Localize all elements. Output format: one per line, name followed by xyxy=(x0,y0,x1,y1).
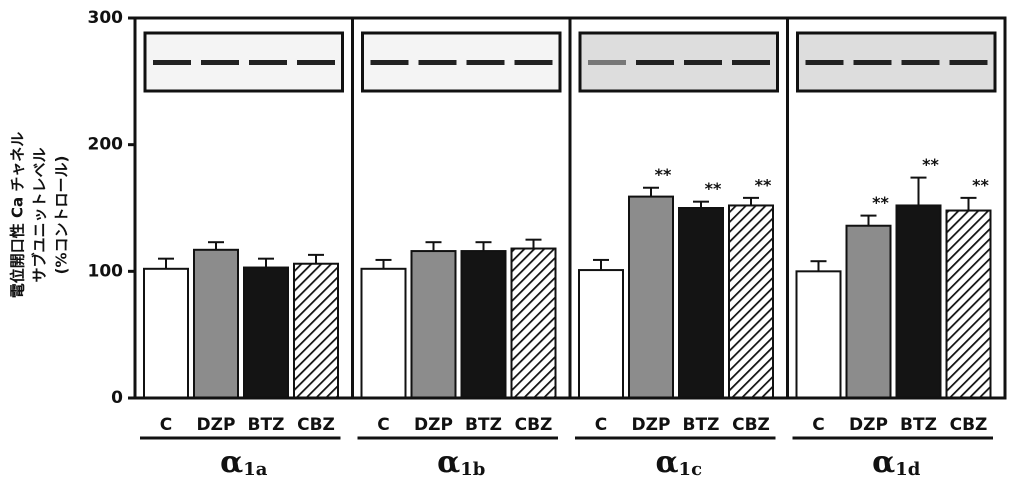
group-symbol: α xyxy=(437,445,460,480)
group-subscript: 1a xyxy=(243,459,268,480)
significance-label: ** xyxy=(872,193,889,212)
bar xyxy=(897,205,941,398)
bar xyxy=(412,251,456,398)
x-tick-label: CBZ xyxy=(297,415,335,435)
group-label: α1a xyxy=(220,445,268,480)
significance-label: ** xyxy=(972,175,989,194)
group-label: α1d xyxy=(872,445,921,480)
blot-band xyxy=(515,60,553,65)
blot-band xyxy=(153,60,191,65)
x-tick-label: C xyxy=(160,415,172,435)
x-tick-label: BTZ xyxy=(248,415,285,435)
blot-band xyxy=(684,60,722,65)
bar xyxy=(194,250,238,398)
x-tick-label: C xyxy=(377,415,389,435)
blot-band xyxy=(297,60,335,65)
blot-band xyxy=(201,60,239,65)
y-tick-label: 200 xyxy=(88,135,124,155)
significance-label: ** xyxy=(922,155,939,174)
x-tick-label: DZP xyxy=(849,415,888,435)
significance-label: ** xyxy=(705,179,722,198)
bar xyxy=(294,264,338,398)
bar xyxy=(797,271,841,398)
x-tick-label: BTZ xyxy=(683,415,720,435)
blot-band xyxy=(950,60,988,65)
bar xyxy=(144,269,188,398)
x-tick-label: DZP xyxy=(632,415,671,435)
bar xyxy=(462,251,506,398)
group-symbol: α xyxy=(655,445,678,480)
x-tick-label: C xyxy=(595,415,607,435)
significance-label: ** xyxy=(755,175,772,194)
bar xyxy=(679,208,723,398)
bar xyxy=(847,226,891,398)
bar xyxy=(629,197,673,398)
x-tick-label: CBZ xyxy=(515,415,553,435)
blot-band xyxy=(902,60,940,65)
x-tick-label: CBZ xyxy=(732,415,770,435)
x-tick-label: DZP xyxy=(414,415,453,435)
x-tick-label: DZP xyxy=(197,415,236,435)
bar xyxy=(579,270,623,398)
bar xyxy=(244,268,288,398)
y-axis-label: 電位開口性 Ca チャネル サブユニットレベル (%コントロール) xyxy=(9,132,71,298)
x-tick-label: C xyxy=(812,415,824,435)
blot-band xyxy=(636,60,674,65)
blot-band xyxy=(588,60,626,65)
blot-band xyxy=(854,60,892,65)
x-tick-label: BTZ xyxy=(900,415,937,435)
blot-band xyxy=(249,60,287,65)
group-subscript: 1c xyxy=(679,459,703,480)
group-subscript: 1b xyxy=(460,459,485,480)
y-tick-label: 100 xyxy=(88,261,124,281)
group-symbol: α xyxy=(872,445,895,480)
blot-band xyxy=(467,60,505,65)
x-tick-label: BTZ xyxy=(465,415,502,435)
blot-band xyxy=(732,60,770,65)
chart: 電位開口性 Ca チャネル サブユニットレベル (%コントロール) 0 100 20… xyxy=(0,0,1011,483)
bar xyxy=(512,249,556,398)
group-label: α1c xyxy=(655,445,702,480)
blot-band xyxy=(371,60,409,65)
y-label-line: (%コントロール) xyxy=(53,156,71,275)
y-tick-label: 0 xyxy=(111,388,123,408)
significance-label: ** xyxy=(655,165,672,184)
group-label: α1b xyxy=(437,445,485,480)
y-label-line: 電位開口性 Ca チャネル xyxy=(9,132,27,298)
group-symbol: α xyxy=(220,445,243,480)
y-tick-label: 300 xyxy=(88,8,124,28)
bar xyxy=(729,205,773,398)
blot-band xyxy=(806,60,844,65)
x-tick-label: CBZ xyxy=(950,415,988,435)
bar xyxy=(947,211,991,398)
y-label-line: サブユニットレベル xyxy=(31,147,49,282)
blot-band xyxy=(419,60,457,65)
bar xyxy=(362,269,406,398)
group-subscript: 1d xyxy=(895,459,921,480)
